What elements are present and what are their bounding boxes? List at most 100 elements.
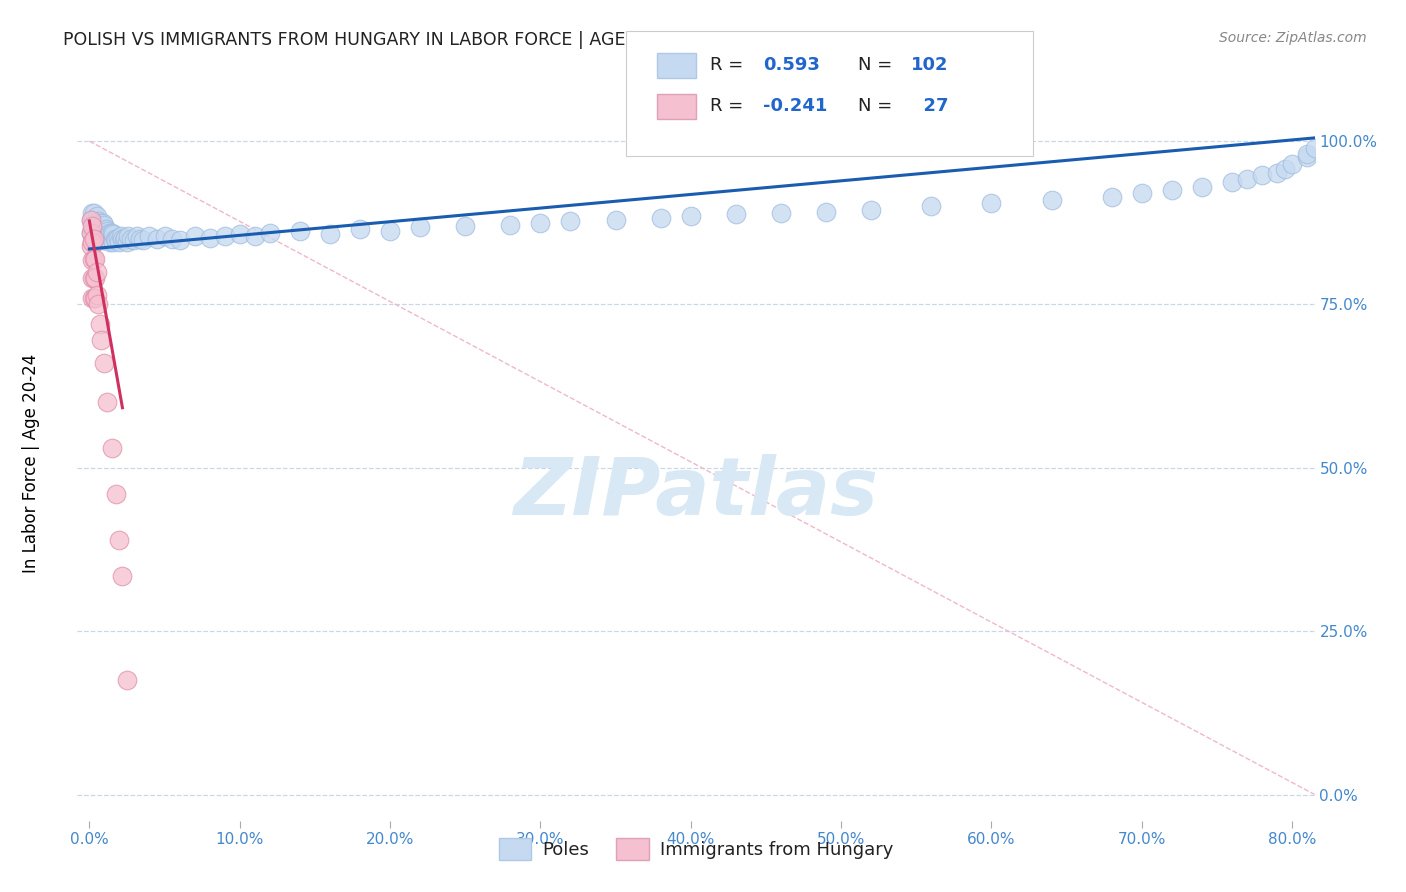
Point — [89, 216, 111, 230]
Text: R =: R = — [710, 56, 749, 74]
Point — [89, 224, 111, 238]
Point — [1296, 151, 1319, 165]
Point — [529, 216, 551, 230]
Point — [97, 234, 120, 248]
Point — [108, 235, 131, 249]
Point — [105, 234, 128, 248]
Point — [153, 228, 176, 243]
Point — [90, 334, 112, 348]
Point — [82, 235, 104, 250]
Text: POLISH VS IMMIGRANTS FROM HUNGARY IN LABOR FORCE | AGE 20-24 CORRELATION CHART: POLISH VS IMMIGRANTS FROM HUNGARY IN LAB… — [63, 31, 876, 49]
Point — [100, 235, 122, 249]
Point — [115, 235, 138, 249]
Point — [86, 234, 108, 248]
Point — [82, 219, 104, 233]
Point — [90, 234, 112, 248]
Point — [83, 216, 105, 230]
Point — [82, 235, 104, 250]
Point — [86, 209, 108, 223]
Point — [679, 209, 702, 223]
Point — [89, 232, 111, 246]
Point — [111, 568, 134, 582]
Text: Source: ZipAtlas.com: Source: ZipAtlas.com — [1219, 31, 1367, 45]
Point — [83, 271, 105, 285]
Text: N =: N = — [858, 97, 897, 115]
Text: N =: N = — [858, 56, 897, 74]
Text: 0.593: 0.593 — [763, 56, 820, 74]
Point — [104, 232, 127, 246]
Point — [94, 222, 117, 236]
Point — [650, 211, 672, 226]
Point — [117, 228, 139, 243]
Point — [83, 206, 105, 220]
Point — [87, 231, 110, 245]
Point — [82, 206, 104, 220]
Point — [349, 222, 371, 236]
Point — [84, 218, 107, 232]
Point — [1303, 141, 1326, 155]
Point — [82, 222, 104, 236]
Point — [87, 222, 110, 236]
Point — [86, 218, 108, 232]
Point — [96, 232, 118, 246]
Point — [82, 291, 104, 305]
Point — [101, 234, 124, 248]
Point — [84, 291, 107, 305]
Point — [124, 234, 146, 248]
Point — [93, 234, 115, 248]
Point — [288, 224, 311, 238]
Point — [560, 214, 582, 228]
Legend: Poles, Immigrants from Hungary: Poles, Immigrants from Hungary — [492, 831, 900, 868]
Text: 27: 27 — [911, 97, 949, 115]
Point — [80, 238, 103, 252]
Point — [87, 214, 110, 228]
Point — [1236, 172, 1258, 186]
Point — [160, 232, 183, 246]
Point — [129, 232, 152, 246]
Point — [146, 232, 169, 246]
Point — [1265, 165, 1288, 179]
Point — [97, 226, 120, 240]
Text: -0.241: -0.241 — [763, 97, 828, 115]
Point — [96, 224, 118, 238]
Point — [169, 234, 191, 248]
Point — [83, 291, 105, 305]
Point — [605, 212, 627, 227]
Point — [1130, 186, 1153, 201]
Point — [1040, 193, 1063, 207]
Point — [409, 220, 432, 235]
Point — [1281, 157, 1303, 171]
Point — [198, 231, 221, 245]
Point — [103, 227, 125, 241]
Point — [84, 235, 107, 250]
Point — [86, 226, 108, 240]
Point — [378, 224, 401, 238]
Point — [96, 395, 118, 409]
Point — [1274, 161, 1296, 176]
Point — [105, 487, 128, 501]
Point — [82, 271, 104, 285]
Point — [138, 228, 160, 243]
Point — [110, 228, 132, 243]
Point — [1251, 168, 1274, 182]
Point — [769, 206, 792, 220]
Point — [80, 226, 103, 240]
Point — [127, 228, 149, 243]
Point — [83, 226, 105, 240]
Point — [454, 219, 477, 233]
Point — [107, 231, 129, 245]
Point — [100, 227, 122, 241]
Text: R =: R = — [710, 97, 749, 115]
Text: In Labor Force | Age 20-24: In Labor Force | Age 20-24 — [22, 354, 39, 574]
Point — [1296, 147, 1319, 161]
Point — [84, 227, 107, 241]
Point — [1220, 175, 1243, 189]
Point — [83, 232, 105, 246]
Point — [1160, 183, 1182, 197]
Point — [183, 228, 205, 243]
Point — [93, 226, 115, 240]
Point — [860, 202, 883, 217]
Point — [91, 216, 114, 230]
Point — [724, 207, 747, 221]
Point — [80, 226, 103, 240]
